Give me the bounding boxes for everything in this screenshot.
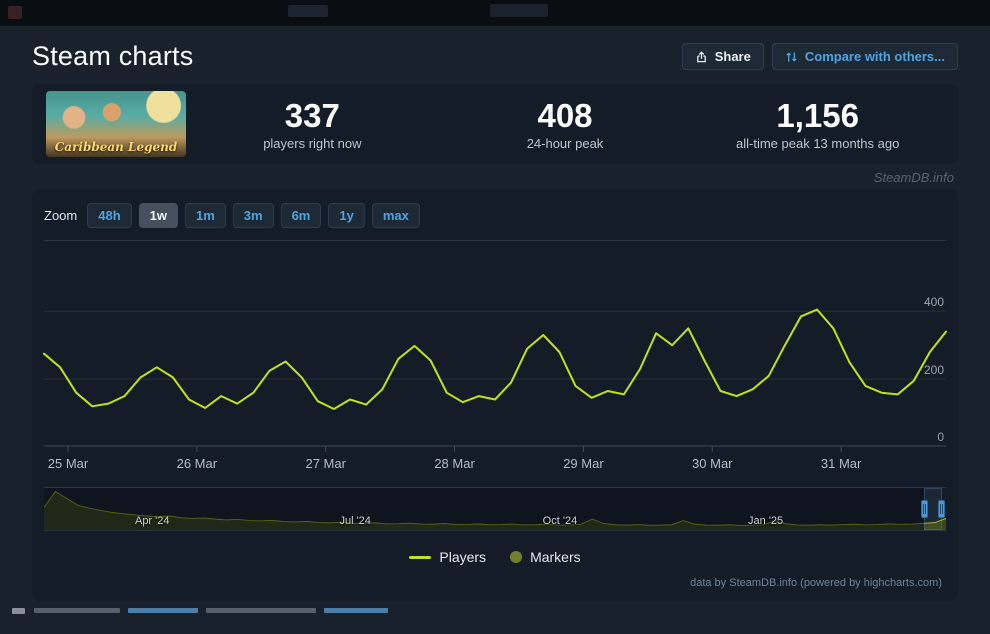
- stat-label: all-time peak 13 months ago: [736, 135, 900, 151]
- legend-item-players[interactable]: Players: [409, 549, 486, 565]
- game-capsule[interactable]: Caribbean Legend: [46, 91, 186, 157]
- players-line-swatch: [409, 555, 432, 559]
- x-axis-label: 28 Mar: [434, 456, 475, 471]
- game-capsule-title: Caribbean Legend: [54, 140, 178, 155]
- navigator[interactable]: Apr '24 Jul '24 Oct '24 Jan '25: [44, 487, 946, 531]
- compare-icon: [786, 51, 797, 62]
- x-axis-label: 25 Mar: [47, 456, 89, 471]
- markers-dot-swatch: [510, 551, 523, 563]
- share-button[interactable]: Share: [681, 43, 764, 70]
- share-label: Share: [714, 49, 751, 64]
- zoom-label: Zoom: [44, 208, 78, 223]
- stat-24h-peak: 408 24-hour peak: [439, 97, 692, 151]
- chart-panel: Zoom 48h 1w 1m 3m 6m 1y max 0 200 400 25 Mar 26 M…: [32, 189, 958, 601]
- zoom-toolbar: Zoom 48h 1w 1m 3m 6m 1y max: [44, 203, 946, 240]
- navigator-mask: [44, 488, 924, 530]
- stats-panel: Caribbean Legend 337 players right now 4…: [32, 84, 958, 164]
- top-strip-fragment: [8, 6, 22, 19]
- browser-top-strip: [0, 0, 990, 26]
- footer-link-fragment: [324, 608, 388, 613]
- stat-label: players right now: [263, 135, 362, 151]
- stat-value: 1,156: [776, 97, 859, 135]
- x-axis-label: 27 Mar: [305, 456, 346, 471]
- page-title: Steam charts: [32, 41, 194, 71]
- legend-markers-label: Markers: [530, 549, 581, 565]
- legend-players-label: Players: [439, 549, 487, 565]
- compare-label: Compare with others...: [804, 49, 945, 64]
- zoom-range-1w[interactable]: 1w: [138, 203, 178, 228]
- x-axis-label: 30 Mar: [692, 456, 733, 471]
- x-axis-label: 31 Mar: [820, 456, 862, 471]
- x-axis-label: 26 Mar: [176, 456, 218, 471]
- plot-area[interactable]: 0 200 400: [43, 257, 947, 452]
- page-header: Steam charts Share Compare with others..…: [0, 26, 990, 84]
- zoom-range-max[interactable]: max: [371, 203, 420, 228]
- chart-legend: Players Markers: [44, 549, 946, 565]
- stat-current-players: 337 players right now: [186, 97, 439, 151]
- top-strip-fragment: [288, 5, 328, 17]
- header-actions: Share Compare with others...: [681, 43, 958, 70]
- zoom-range-48h[interactable]: 48h: [87, 203, 132, 228]
- stat-label: 24-hour peak: [526, 135, 604, 151]
- x-axis-label: 29 Mar: [563, 456, 604, 471]
- navigator-right-handle[interactable]: [938, 500, 945, 518]
- legend-item-markers[interactable]: Markers: [510, 549, 581, 565]
- zoom-ranges: 48h 1w 1m 3m 6m 1y max: [87, 203, 420, 228]
- footer-text-fragment: [206, 608, 316, 613]
- chart-credits[interactable]: data by SteamDB.info (powered by highcha…: [690, 577, 942, 589]
- chart-top-separator: [44, 240, 946, 241]
- navigator-left-handle[interactable]: [921, 500, 928, 518]
- zoom-range-6m[interactable]: 6m: [280, 203, 322, 228]
- compare-button[interactable]: Compare with others...: [771, 43, 958, 70]
- footer-partial: [0, 606, 990, 620]
- stat-value: 337: [284, 97, 340, 135]
- zoom-range-1y[interactable]: 1y: [328, 203, 365, 228]
- zoom-range-3m[interactable]: 3m: [232, 203, 274, 228]
- steamdb-watermark: SteamDB.info: [873, 170, 954, 185]
- x-axis-labels: 25 Mar 26 Mar 27 Mar 28 Mar 29 Mar 30 Mar 31 M…: [44, 447, 946, 479]
- footer-link-fragment: [128, 608, 198, 613]
- top-strip-fragment: [490, 4, 548, 17]
- watermark-row: SteamDB.info: [36, 169, 954, 185]
- footer-icon-fragment: [12, 608, 25, 614]
- main-chart-svg: [43, 308, 947, 452]
- zoom-range-1m[interactable]: 1m: [184, 203, 226, 228]
- share-icon: [696, 50, 706, 62]
- stat-value: 408: [537, 97, 593, 135]
- footer-text-fragment: [34, 608, 120, 613]
- stat-alltime-peak: 1,156 all-time peak 13 months ago: [691, 97, 944, 151]
